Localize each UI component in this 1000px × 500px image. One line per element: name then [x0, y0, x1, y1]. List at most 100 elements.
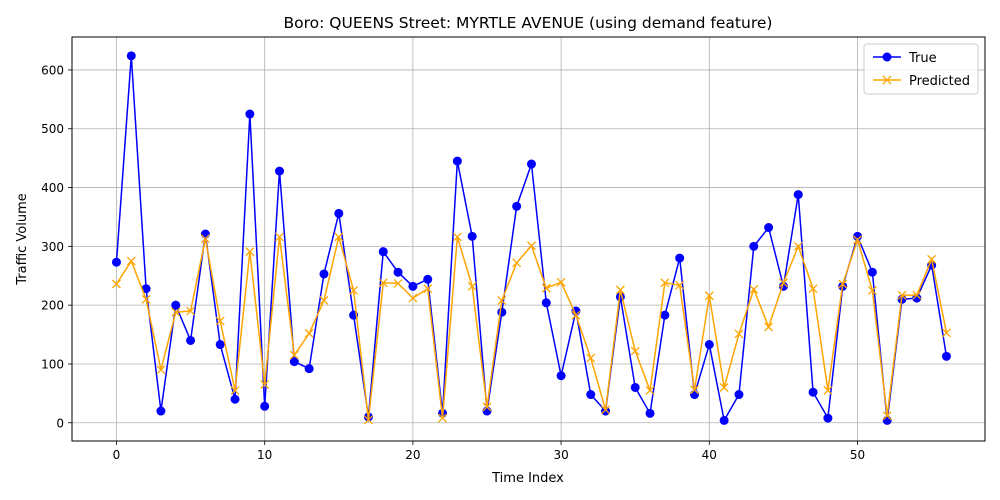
true-point: [660, 310, 670, 320]
predicted-point: [304, 328, 314, 338]
true-point: [126, 51, 136, 61]
predicted-point: [467, 281, 477, 291]
y-axis-label: Traffic Volume: [15, 193, 30, 286]
true-point: [141, 284, 151, 294]
predicted-point: [749, 284, 759, 294]
predicted-point: [141, 294, 151, 304]
true-point: [867, 267, 877, 277]
predicted-point: [275, 232, 284, 242]
legend-true-label: True: [908, 51, 937, 66]
predicted-point: [793, 241, 803, 251]
predicted-point: [408, 293, 418, 303]
true-point: [260, 401, 270, 411]
x-tick-label: 20: [405, 448, 420, 462]
true-point: [882, 415, 892, 425]
y-tick-label: 200: [41, 299, 64, 313]
true-point: [541, 298, 551, 308]
predicted-point: [334, 232, 344, 242]
predicted-point: [764, 322, 774, 332]
chart-title: Boro: QUEENS Street: MYRTLE AVENUE (usin…: [284, 14, 773, 32]
predicted-point: [630, 346, 640, 356]
y-tick-label: 0: [56, 416, 64, 430]
true-point: [793, 190, 803, 200]
true-point: [215, 340, 225, 350]
x-axis-label: Time Index: [491, 471, 564, 486]
predicted-point: [423, 284, 433, 294]
predicted-point: [200, 234, 210, 244]
true-point: [200, 229, 210, 239]
true-point: [853, 231, 863, 241]
x-tick-label: 30: [553, 448, 568, 462]
predicted-point: [586, 353, 596, 363]
predicted-point: [719, 383, 729, 392]
true-point: [734, 390, 744, 400]
x-tick-label: 10: [257, 448, 272, 462]
predicted-point: [675, 280, 685, 290]
predicted-point: [378, 278, 388, 288]
legend-predicted-label: Predicted: [909, 74, 970, 89]
true-point: [423, 274, 433, 284]
true-point: [690, 390, 699, 400]
true-point: [452, 156, 462, 166]
true-point: [526, 159, 536, 169]
predicted-point: [942, 328, 951, 338]
predicted-point: [808, 284, 818, 294]
predicted-point: [571, 310, 581, 320]
predicted-point: [245, 247, 255, 257]
predicted-point: [838, 279, 848, 289]
true-point: [319, 269, 329, 279]
predicted-point: [882, 411, 892, 421]
true-point: [764, 223, 774, 233]
true-point: [378, 247, 388, 257]
true-point: [556, 371, 566, 381]
true-point: [186, 335, 196, 345]
true-point: [645, 408, 655, 418]
true-point: [941, 351, 951, 361]
predicted-point: [112, 279, 121, 289]
true-point: [171, 300, 181, 310]
predicted-point: [823, 385, 833, 395]
predicted-point: [215, 316, 225, 326]
predicted-point: [452, 232, 462, 242]
predicted-point: [186, 306, 196, 316]
predicted-point: [438, 413, 447, 423]
true-point: [512, 201, 522, 211]
y-tick-label: 400: [41, 181, 64, 195]
true-point: [245, 109, 255, 119]
x-tick-label: 50: [850, 448, 865, 462]
predicted-point: [927, 254, 937, 264]
true-point: [749, 241, 759, 251]
true-point: [393, 267, 403, 277]
predicted-point: [527, 241, 536, 251]
predicted-point: [690, 385, 699, 395]
true-point: [675, 253, 685, 263]
x-axis-ticks: 0 10 20 30 40 50: [113, 441, 865, 462]
y-axis-ticks: 0 100 200 300 400 500 600: [41, 63, 72, 430]
plot-frame: [71, 36, 986, 442]
predicted-point: [126, 256, 136, 266]
predicted-point: [601, 405, 611, 415]
true-point: [467, 231, 477, 241]
predicted-point: [645, 385, 655, 395]
true-point: [408, 281, 418, 291]
y-tick-label: 500: [41, 122, 64, 136]
predicted-point: [497, 295, 507, 305]
legend-predicted-marker: [882, 75, 892, 85]
predicted-point: [260, 380, 270, 390]
true-point: [601, 406, 611, 416]
predicted-point: [734, 329, 744, 339]
true-point: [334, 208, 344, 218]
predicted-point: [556, 277, 566, 287]
predicted-point: [393, 278, 403, 288]
true-point: [808, 387, 818, 397]
predicted-point: [897, 290, 907, 300]
true-point: [719, 415, 729, 425]
true-point: [586, 390, 596, 400]
y-tick-label: 300: [41, 240, 64, 254]
true-point: [289, 357, 299, 367]
legend-true-marker: [882, 52, 892, 62]
true-point: [304, 364, 314, 374]
true-point: [111, 257, 121, 267]
